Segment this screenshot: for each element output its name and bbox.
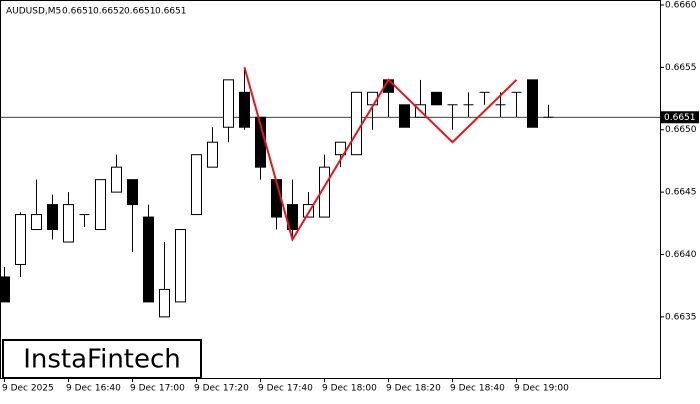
candle-body <box>287 204 298 231</box>
x-tick-label: 9 Dec 18:20 <box>386 384 441 394</box>
last-price-box <box>661 111 699 124</box>
x-tick-label: 9 Dec 18:40 <box>450 384 505 394</box>
y-tick-label: 0.6645 <box>665 188 697 198</box>
candle-body <box>207 141 218 168</box>
candle-body <box>127 179 138 206</box>
y-tick-label: 0.6635 <box>665 312 697 322</box>
candle-body <box>303 204 314 218</box>
ohlc-value: 0.6651 <box>62 7 94 17</box>
y-tick-label: 0.6660 <box>665 0 697 10</box>
candle-body <box>63 204 74 243</box>
candle-body <box>527 79 538 128</box>
candle-body <box>15 214 26 265</box>
x-tick-label: 9 Dec 17:20 <box>194 384 249 394</box>
candle-body <box>143 216 154 303</box>
candle-body <box>223 79 234 128</box>
x-tick-label: 9 Dec 2025 <box>2 384 54 394</box>
y-tick-label: 0.6640 <box>665 250 697 260</box>
candle-body <box>175 229 186 303</box>
candle-body <box>47 204 58 231</box>
y-tick-label: 0.6655 <box>665 63 697 73</box>
symbol: AUDUSD,M5 <box>6 7 61 17</box>
ohlc-value: 0.6652 <box>93 7 125 17</box>
candle-body <box>431 91 442 106</box>
x-tick-label: 9 Dec 16:40 <box>66 384 121 394</box>
last-price-label: 0.6651 <box>664 113 696 123</box>
candle-body <box>399 104 410 128</box>
logo: InstaFintech <box>23 345 181 375</box>
plot-frame <box>0 0 661 379</box>
y-tick-label: 0.6650 <box>665 125 697 135</box>
candle-body <box>191 154 202 216</box>
ohlc-value: 0.6651 <box>124 7 156 17</box>
candle-body <box>367 91 378 106</box>
logo-box <box>2 339 202 379</box>
ohlc-value: 0.6651 <box>155 7 187 17</box>
candle-body <box>111 166 122 193</box>
candle-body <box>31 214 42 231</box>
candle-body <box>319 166 330 218</box>
x-tick-label: 9 Dec 19:00 <box>514 384 569 394</box>
x-tick-label: 9 Dec 17:00 <box>130 384 185 394</box>
candle-body <box>0 276 10 303</box>
candle-body <box>335 141 346 156</box>
candle-body <box>351 91 362 156</box>
x-tick-label: 9 Dec 17:40 <box>258 384 313 394</box>
candle-body <box>239 91 250 128</box>
x-tick-label: 9 Dec 18:00 <box>322 384 377 394</box>
candle-body <box>95 179 106 231</box>
pattern-line <box>243 67 518 243</box>
candle-body <box>159 288 170 318</box>
